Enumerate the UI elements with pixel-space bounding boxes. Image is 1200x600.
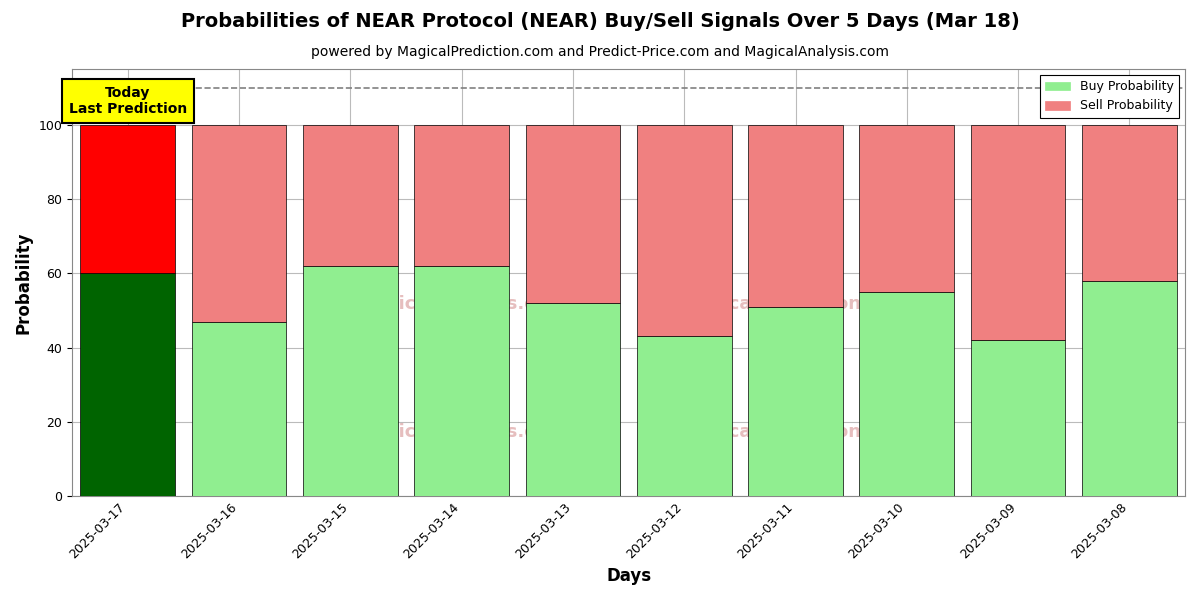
- Bar: [414, 125, 509, 266]
- Bar: [80, 273, 175, 496]
- Bar: [526, 303, 620, 496]
- Bar: [859, 292, 954, 496]
- Bar: [1082, 125, 1177, 281]
- Bar: [637, 125, 732, 337]
- Bar: [749, 125, 842, 307]
- Text: Probabilities of NEAR Protocol (NEAR) Buy/Sell Signals Over 5 Days (Mar 18): Probabilities of NEAR Protocol (NEAR) Bu…: [181, 12, 1019, 31]
- Legend: Buy Probability, Sell Probability: Buy Probability, Sell Probability: [1040, 75, 1178, 118]
- Text: MagicalPrediction.com: MagicalPrediction.com: [680, 295, 911, 313]
- Bar: [859, 125, 954, 292]
- Text: powered by MagicalPrediction.com and Predict-Price.com and MagicalAnalysis.com: powered by MagicalPrediction.com and Pre…: [311, 45, 889, 59]
- Bar: [971, 340, 1066, 496]
- Text: MagicalAnalysis.com: MagicalAnalysis.com: [356, 423, 566, 441]
- Bar: [192, 322, 287, 496]
- Text: Today
Last Prediction: Today Last Prediction: [68, 86, 187, 116]
- Bar: [80, 125, 175, 273]
- Bar: [749, 307, 842, 496]
- Bar: [192, 125, 287, 322]
- Bar: [414, 266, 509, 496]
- Text: MagicalAnalysis.com: MagicalAnalysis.com: [356, 295, 566, 313]
- Bar: [971, 125, 1066, 340]
- Bar: [637, 337, 732, 496]
- Bar: [304, 125, 397, 266]
- Bar: [526, 125, 620, 303]
- Bar: [304, 266, 397, 496]
- Y-axis label: Probability: Probability: [16, 231, 34, 334]
- Text: MagicalPrediction.com: MagicalPrediction.com: [680, 423, 911, 441]
- X-axis label: Days: Days: [606, 567, 652, 585]
- Bar: [1082, 281, 1177, 496]
